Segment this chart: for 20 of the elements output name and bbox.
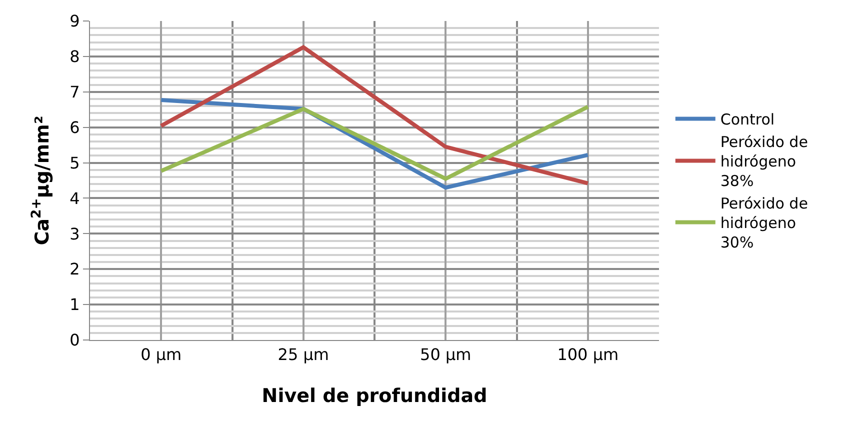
x-tick-label: 0 µm bbox=[140, 345, 182, 364]
line-series bbox=[159, 45, 590, 186]
x-tick-label: 25 µm bbox=[278, 345, 329, 364]
x-tick-label: 100 µm bbox=[557, 345, 619, 364]
legend-label: Control bbox=[720, 110, 775, 129]
line-series bbox=[159, 104, 590, 181]
y-tick-label: 7 bbox=[70, 82, 80, 102]
y-tick-label: 1 bbox=[70, 295, 80, 314]
x-tick-label: 50 µm bbox=[420, 345, 472, 364]
x-axis-title: Nivel de profundidad bbox=[262, 385, 488, 407]
y-tick-label: 5 bbox=[70, 153, 80, 172]
legend-label: Peróxido de hidrógeno 30% bbox=[720, 194, 808, 252]
y-tick-label: 8 bbox=[70, 47, 80, 66]
y-tick-label: 0 bbox=[70, 330, 80, 350]
y-tick-label: 3 bbox=[70, 224, 80, 244]
y-tick-label: 2 bbox=[70, 260, 80, 279]
y-tick-label: 4 bbox=[70, 188, 80, 208]
legend-label: Peróxido de hidrógeno 38% bbox=[720, 133, 808, 190]
y-tick-label: 6 bbox=[70, 118, 80, 137]
y-tick-label: 9 bbox=[70, 12, 80, 31]
